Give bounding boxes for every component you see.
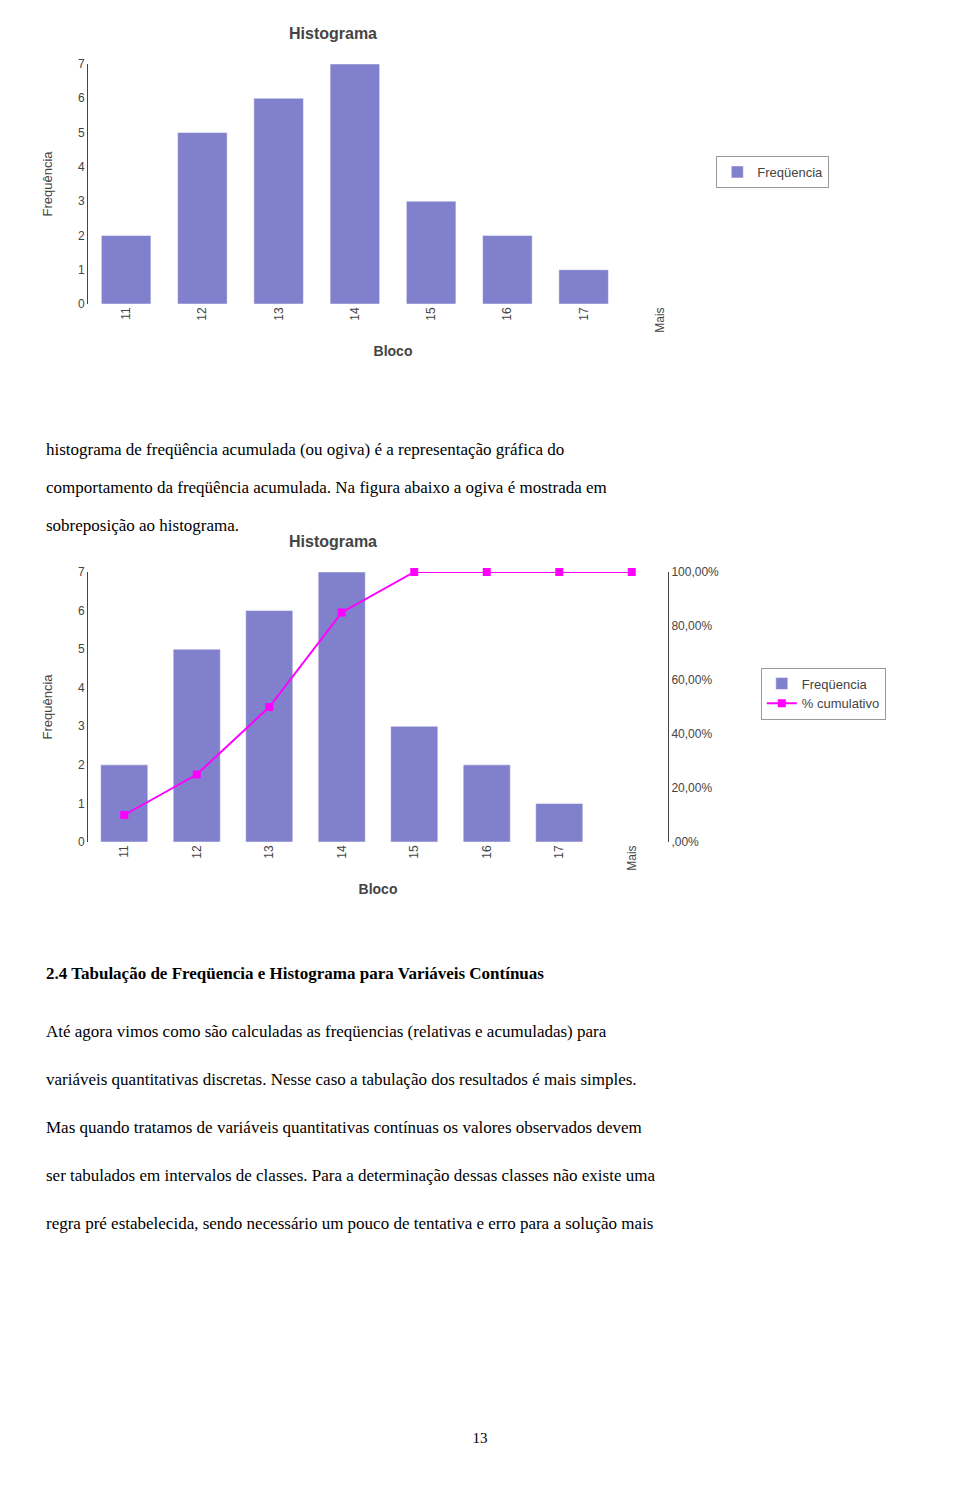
svg-text:Freqüencia: Freqüencia: [757, 165, 823, 180]
svg-text:16: 16: [480, 845, 494, 859]
svg-text:Freqüencia: Freqüencia: [802, 677, 868, 692]
svg-text:11: 11: [119, 307, 133, 320]
svg-text:0: 0: [78, 835, 85, 849]
svg-text:7: 7: [78, 565, 85, 579]
html-text:sobreposição ao histograma.: sobreposição ao histograma.: [46, 516, 240, 535]
html-text:regra pré estabelecida, sendo: regra pré estabelecida, sendo necessário…: [46, 1214, 654, 1233]
svg-text:12: 12: [190, 845, 204, 859]
svg-text:Mais: Mais: [625, 845, 639, 870]
svg-text:40,00%: 40,00%: [671, 727, 712, 741]
svg-text:100,00%: 100,00%: [671, 565, 719, 579]
svg-text:% cumulativo: % cumulativo: [802, 696, 879, 711]
svg-text:15: 15: [407, 845, 421, 859]
svg-text:,00%: ,00%: [671, 835, 699, 849]
svg-text:14: 14: [335, 845, 349, 859]
html-text:2.4 Tabulação de Freqüencia e: 2.4 Tabulação de Freqüencia e Histograma…: [46, 964, 544, 983]
svg-text:2: 2: [78, 758, 85, 772]
svg-text:Bloco: Bloco: [374, 343, 413, 359]
svg-text:Frequência: Frequência: [40, 151, 55, 217]
svg-text:1: 1: [78, 263, 85, 277]
html-text:ser tabulados em intervalos de: ser tabulados em intervalos de classes. …: [46, 1166, 655, 1185]
svg-text:5: 5: [78, 642, 85, 656]
svg-text:20,00%: 20,00%: [671, 781, 712, 795]
svg-text:Bloco: Bloco: [359, 881, 398, 897]
svg-text:4: 4: [78, 681, 85, 695]
svg-text:6: 6: [78, 604, 85, 618]
svg-text:Histograma: Histograma: [289, 25, 377, 42]
svg-text:15: 15: [424, 307, 438, 321]
html-text:Mas quando tratamos de variáve: Mas quando tratamos de variáveis quantit…: [46, 1118, 642, 1137]
svg-text:3: 3: [78, 719, 85, 733]
svg-text:7: 7: [78, 57, 85, 71]
svg-text:6: 6: [78, 91, 85, 105]
svg-text:5: 5: [78, 126, 85, 140]
html-text:histograma de freqüência acumu: histograma de freqüência acumulada (ou o…: [46, 440, 565, 459]
svg-text:Mais: Mais: [653, 307, 667, 332]
svg-text:1: 1: [78, 797, 85, 811]
svg-text:13: 13: [262, 845, 276, 859]
svg-text:60,00%: 60,00%: [671, 673, 712, 687]
svg-text:16: 16: [500, 307, 514, 321]
svg-text:17: 17: [552, 845, 566, 859]
svg-text:3: 3: [78, 194, 85, 208]
html-text:variáveis quantitativas discre: variáveis quantitativas discretas. Nesse…: [46, 1070, 637, 1089]
svg-text:12: 12: [195, 307, 209, 321]
svg-text:13: 13: [272, 307, 286, 321]
svg-text:Histograma: Histograma: [289, 533, 377, 550]
svg-text:11: 11: [117, 845, 131, 858]
html-text:13: 13: [472, 1430, 488, 1446]
html-text:comportamento da freqüência ac: comportamento da freqüência acumulada. N…: [46, 478, 607, 497]
svg-text:0: 0: [78, 297, 85, 311]
svg-text:Frequência: Frequência: [40, 674, 55, 740]
svg-text:17: 17: [577, 307, 591, 321]
svg-text:80,00%: 80,00%: [671, 619, 712, 633]
svg-text:4: 4: [78, 160, 85, 174]
svg-text:14: 14: [348, 307, 362, 321]
svg-text:2: 2: [78, 229, 85, 243]
html-text:Até agora vimos como são calcu: Até agora vimos como são calculadas as f…: [46, 1022, 607, 1041]
